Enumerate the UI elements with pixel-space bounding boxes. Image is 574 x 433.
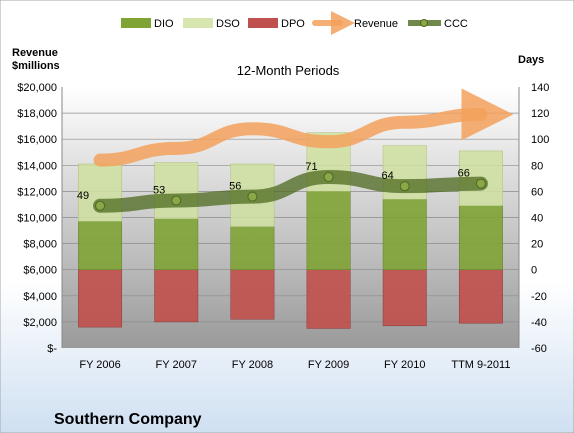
right-tick-label: 40 [531, 213, 543, 225]
ccc-point [247, 191, 258, 202]
right-tick-label: 80 [531, 160, 543, 172]
chart-title: 12-Month Periods [237, 63, 340, 78]
legend-label-dio: DIO [154, 18, 174, 30]
ccc-series: 49 53 56 71 64 66 [77, 161, 488, 213]
left-tick-label: $12,000 [17, 186, 57, 198]
bar-dio [382, 198, 427, 270]
bar-dpo [230, 269, 275, 320]
left-tick-label: $14,000 [17, 160, 57, 172]
right-axis-title: Days [518, 54, 544, 66]
right-axis-ticks: 140 120 100 80 60 40 20 0 -20 -40 -60 [531, 82, 549, 355]
ccc-point [399, 181, 410, 192]
ccc-data-label: 71 [305, 161, 317, 173]
left-axis-title-line1: Revenue [12, 47, 58, 59]
right-tick-label: 20 [531, 239, 543, 251]
legend-swatch-dio [121, 18, 151, 28]
revenue-series [93, 88, 514, 167]
x-tick-label: TTM 9-2011 [451, 359, 510, 371]
company-name: Southern Company [54, 411, 202, 428]
bar-dpo [458, 269, 503, 324]
legend-label-ccc: CCC [444, 18, 468, 30]
right-tick-label: 140 [531, 82, 549, 94]
x-axis-ticks: FY 2006 FY 2007 FY 2008 FY 2009 FY 2010 TTM 9… [79, 359, 510, 371]
ccc-point [171, 195, 182, 206]
right-tick-label: 60 [531, 186, 543, 198]
left-tick-label: $4,000 [23, 291, 57, 303]
legend-label-revenue: Revenue [354, 18, 398, 30]
right-tick-label: 120 [531, 108, 549, 120]
revenue-line [93, 88, 514, 167]
ccc-data-label: 56 [229, 181, 241, 193]
ccc-point [323, 172, 334, 183]
bar-dpo [382, 269, 427, 327]
bar-dio [230, 226, 275, 270]
bar-dio [78, 221, 123, 270]
left-tick-label: $8,000 [23, 239, 57, 251]
ccc-data-label: 66 [458, 168, 470, 180]
right-tick-label: -40 [531, 317, 547, 329]
left-tick-label: $16,000 [17, 134, 57, 146]
x-tick-label: FY 2008 [232, 359, 273, 371]
right-tick-label: 0 [531, 265, 537, 277]
left-tick-label: $- [47, 343, 57, 355]
ccc-point [475, 178, 486, 189]
ccc-point [95, 200, 106, 211]
left-tick-label: $18,000 [17, 108, 57, 120]
bar-dpo [154, 269, 199, 323]
legend: DIO DSO DPO Revenue CCC [121, 11, 468, 35]
x-tick-label: FY 2006 [79, 359, 120, 371]
left-tick-label: $20,000 [17, 82, 57, 94]
left-tick-label: $2,000 [23, 317, 57, 329]
legend-swatch-dpo [248, 18, 278, 28]
bar-dpo [306, 269, 351, 329]
left-axis-ticks: $20,000 $18,000 $16,000 $14,000 $12,000 $10,0… [17, 82, 57, 355]
ccc-data-label: 49 [77, 190, 89, 202]
ccc-data-label: 53 [153, 185, 165, 197]
bar-dio [458, 205, 503, 270]
left-axis-title-line2: $millions [12, 60, 60, 72]
x-tick-label: FY 2009 [308, 359, 349, 371]
legend-swatch-dso [183, 18, 213, 28]
x-tick-label: FY 2010 [384, 359, 425, 371]
bar-dio [306, 191, 351, 270]
ccc-data-label: 64 [382, 170, 394, 182]
left-tick-label: $6,000 [23, 265, 57, 277]
right-tick-label: 100 [531, 134, 549, 146]
bars [78, 132, 503, 329]
bar-dpo [78, 269, 123, 328]
bar-dso [154, 162, 199, 220]
left-tick-label: $10,000 [17, 213, 57, 225]
right-tick-label: -60 [531, 343, 547, 355]
bar-dio [154, 218, 199, 270]
legend-label-dso: DSO [216, 18, 240, 30]
legend-marker-ccc [420, 19, 428, 27]
legend-label-dpo: DPO [281, 18, 305, 30]
right-tick-label: -20 [531, 291, 547, 303]
x-tick-label: FY 2007 [156, 359, 197, 371]
